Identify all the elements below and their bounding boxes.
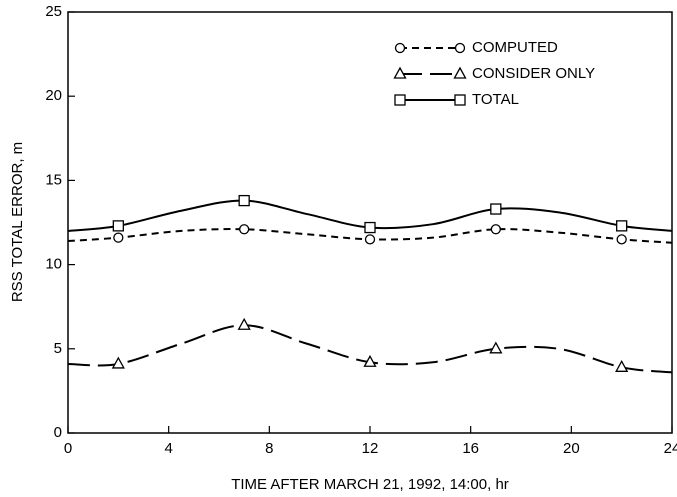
legend-marker xyxy=(454,42,466,54)
x-tick-label: 20 xyxy=(563,440,580,457)
y-tick-label: 5 xyxy=(54,340,62,357)
x-tick-label: 24 xyxy=(664,440,677,457)
data-point xyxy=(111,356,125,369)
y-tick-label: 0 xyxy=(54,424,62,441)
data-point xyxy=(490,203,502,215)
data-point xyxy=(238,194,250,207)
legend-marker xyxy=(393,66,407,79)
data-point xyxy=(112,220,124,232)
data-point xyxy=(113,232,124,243)
legend-marker xyxy=(453,66,467,79)
data-point xyxy=(364,221,376,234)
x-tick-label: 8 xyxy=(265,440,273,457)
data-point xyxy=(489,341,503,354)
y-tick-label: 20 xyxy=(45,87,62,104)
x-tick-label: 16 xyxy=(462,440,479,457)
y-tick-label: 10 xyxy=(45,256,62,273)
y-axis-label: RSS TOTAL ERROR, m xyxy=(9,142,26,302)
legend-marker xyxy=(454,94,466,106)
legend-marker xyxy=(394,42,406,54)
data-point xyxy=(239,224,250,235)
data-point xyxy=(616,220,628,232)
x-axis-label: TIME AFTER MARCH 21, 1992, 14:00, hr xyxy=(231,476,509,493)
data-point xyxy=(237,317,251,330)
y-tick-label: 15 xyxy=(45,171,62,188)
x-tick-label: 12 xyxy=(362,440,379,457)
data-point xyxy=(615,359,629,372)
x-tick-label: 0 xyxy=(64,440,72,457)
legend-label: CONSIDER ONLY xyxy=(472,65,595,82)
data-point xyxy=(363,354,377,367)
legend-label: COMPUTED xyxy=(472,39,558,56)
data-point xyxy=(364,234,376,245)
y-tick-label: 25 xyxy=(45,3,62,20)
data-point xyxy=(616,234,627,245)
data-point xyxy=(490,224,501,235)
legend-label: TOTAL xyxy=(472,91,519,108)
legend-marker xyxy=(394,94,406,106)
x-tick-label: 4 xyxy=(164,440,172,457)
